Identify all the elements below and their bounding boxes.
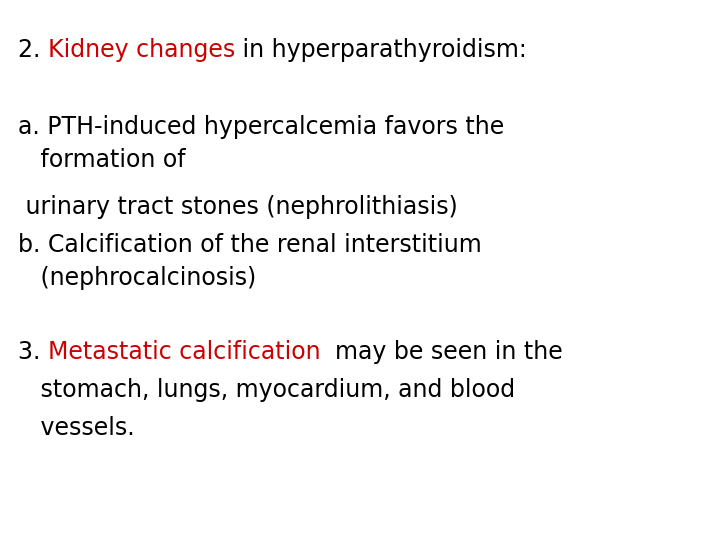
Text: may be seen in the: may be seen in the [320,340,563,364]
Text: (nephrocalcinosis): (nephrocalcinosis) [18,266,256,290]
Text: vessels.: vessels. [18,416,135,440]
Text: 2.: 2. [18,38,48,62]
Text: urinary tract stones (nephrolithiasis): urinary tract stones (nephrolithiasis) [18,195,458,219]
Text: in hyperparathyroidism:: in hyperparathyroidism: [235,38,527,62]
Text: 3.: 3. [18,340,48,364]
Text: b. Calcification of the renal interstitium: b. Calcification of the renal interstiti… [18,233,482,257]
Text: Kidney changes: Kidney changes [48,38,235,62]
Text: formation of: formation of [18,148,186,172]
Text: a. PTH-induced hypercalcemia favors the: a. PTH-induced hypercalcemia favors the [18,115,504,139]
Text: Metastatic calcification: Metastatic calcification [48,340,320,364]
Text: stomach, lungs, myocardium, and blood: stomach, lungs, myocardium, and blood [18,378,515,402]
